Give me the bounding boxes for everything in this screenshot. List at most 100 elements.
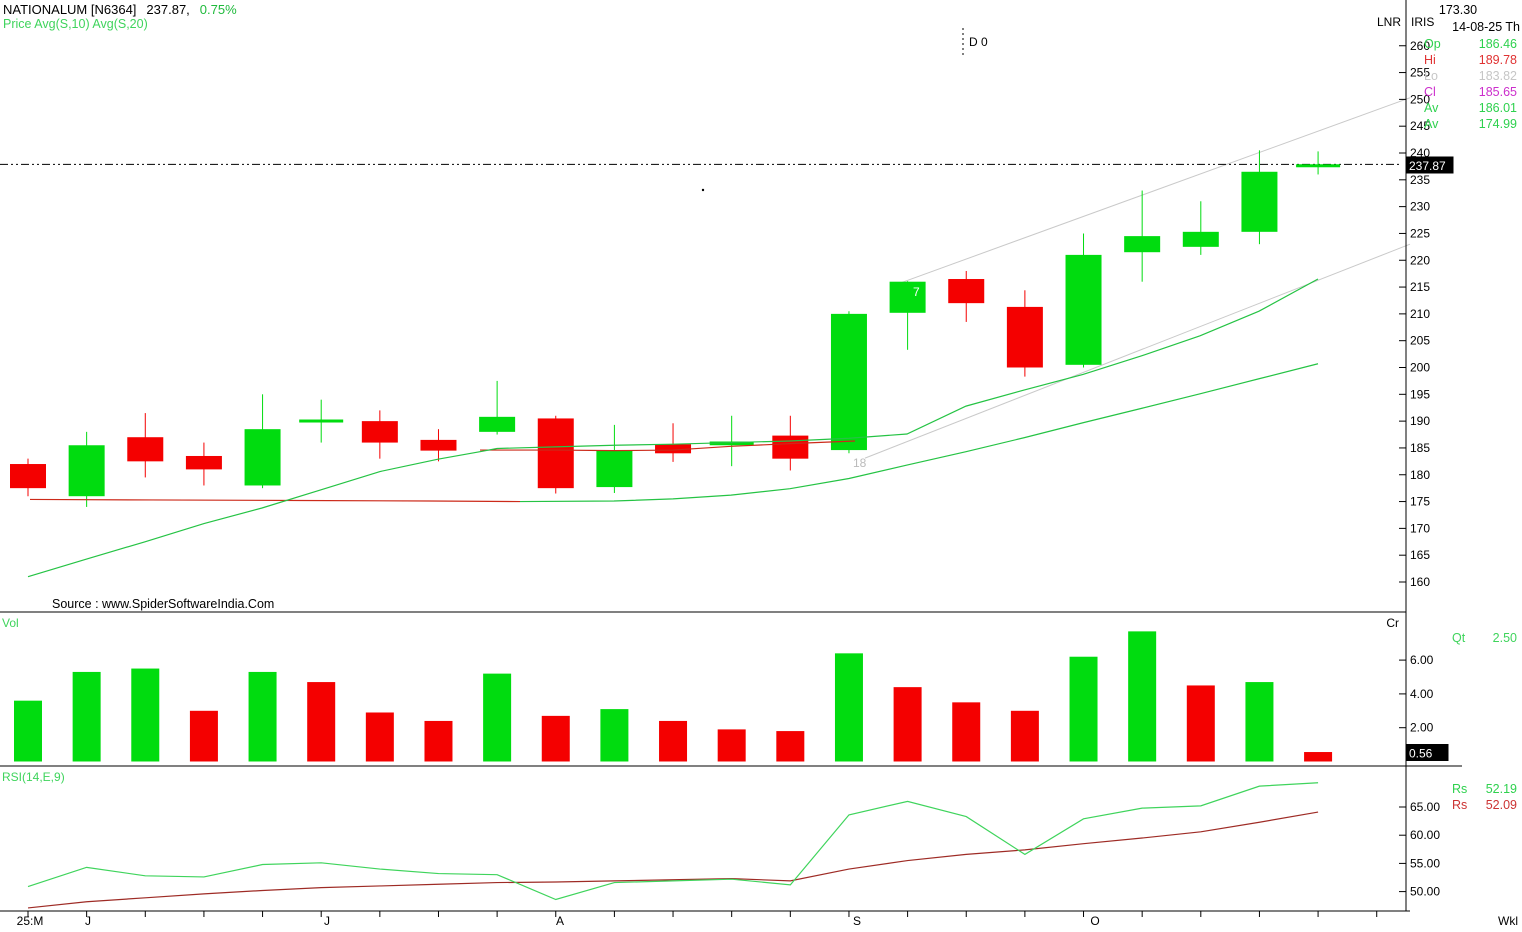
cursor-date: 14-08-25 Th	[1452, 20, 1520, 34]
candle-body	[1241, 171, 1278, 232]
qty-value: 2.50	[1492, 631, 1517, 645]
volume-bar	[1069, 656, 1098, 762]
periodicity-label: Wkl	[1498, 914, 1518, 928]
indicator-legend: Price Avg(S,10) Avg(S,20)	[3, 17, 148, 31]
ma10-line	[27, 278, 1319, 578]
rsi-signal-value: 52.09	[1485, 798, 1517, 812]
volume-bar	[1304, 752, 1333, 762]
info-row-avg20: Av 174.99	[1406, 117, 1520, 133]
candle-body	[772, 435, 809, 459]
price-tick-label: 160	[1410, 575, 1430, 589]
rsi-tick-label: 65.00	[1410, 800, 1440, 814]
price-tick-label: 200	[1410, 361, 1430, 375]
x-axis-month-label: J	[324, 914, 330, 928]
volume-bar	[14, 700, 42, 762]
volume-bar	[717, 729, 746, 762]
volume-pane-label: Vol	[2, 616, 19, 630]
qty-row: Qt 2.50	[1406, 631, 1520, 647]
last-price-axis-box	[1406, 156, 1454, 174]
candle-body	[948, 279, 985, 304]
rsi-pane-label: RSI(14,E,9)	[2, 770, 65, 784]
avg10-value: 186.01	[1478, 101, 1517, 115]
rsi-line	[27, 782, 1319, 901]
candle-body	[1006, 306, 1043, 368]
avg20-value: 174.99	[1478, 117, 1517, 131]
candle-body	[830, 313, 867, 451]
volume-bar	[1128, 631, 1157, 762]
open-value: 186.46	[1478, 37, 1517, 51]
scale-mode-label: IRIS	[1411, 15, 1434, 29]
candle-body	[479, 416, 516, 432]
trendline-upper	[894, 97, 1411, 286]
x-axis-month-label: A	[556, 914, 564, 928]
high-label: Hi	[1424, 53, 1436, 67]
price-tick-label: 165	[1410, 548, 1430, 562]
cursor-price: 173.30	[1438, 3, 1478, 17]
volume-bar	[952, 702, 981, 762]
low-value: 183.82	[1478, 69, 1517, 83]
crosshair-days-label: D 0	[969, 35, 988, 49]
candle-body	[68, 445, 105, 497]
rsi-signal-label: Rs	[1452, 798, 1468, 812]
rsi-row-signal: Rs 52.09	[1406, 798, 1520, 814]
header: NATIONALUM [N6364] 237.87, 0.75%	[3, 2, 237, 17]
info-row-avg10: Av 186.01	[1406, 101, 1520, 117]
ma20-line-falling	[29, 498, 521, 503]
high-value: 189.78	[1478, 53, 1517, 67]
week-count-label: 18	[853, 456, 867, 470]
qty-label: Qt	[1452, 631, 1466, 645]
volume-bar	[365, 712, 394, 762]
volume-tick-label: 6.00	[1410, 653, 1434, 667]
volume-bar	[1010, 710, 1039, 762]
price-tick-label: 215	[1410, 280, 1430, 294]
volume-bar	[541, 715, 570, 762]
price-tick-label: 210	[1410, 307, 1430, 321]
volume-bar	[72, 671, 101, 762]
candle-body	[1182, 231, 1219, 247]
change-percent: 0.75%	[199, 2, 237, 17]
avg20-label: Av	[1424, 117, 1439, 131]
low-label: Lo	[1424, 69, 1438, 83]
symbol-title: NATIONALUM [N6364]	[3, 2, 137, 17]
volume-unit-label: Cr	[1386, 616, 1399, 630]
rsi-tick-label: 50.00	[1410, 885, 1440, 899]
volume-bar	[189, 710, 218, 762]
price-tick-label: 195	[1410, 387, 1430, 401]
candle-body	[1065, 254, 1102, 365]
info-row-close: Cl 185.65	[1406, 85, 1520, 101]
candle-body	[709, 441, 754, 446]
volume-bar	[131, 668, 160, 762]
x-axis-month-label: S	[853, 914, 861, 928]
volume-bar	[659, 720, 688, 762]
volume-bar	[1245, 682, 1274, 762]
price-tick-label: 180	[1410, 468, 1430, 482]
candle-body	[185, 455, 222, 470]
regression-mode-label: LNR	[1377, 15, 1401, 29]
candle-body	[10, 464, 46, 489]
avg10-label: Av	[1424, 101, 1439, 115]
volume-bar	[483, 673, 512, 762]
ma20-line	[519, 363, 1319, 503]
price-tick-label: 255	[1410, 66, 1430, 80]
candle-body	[1124, 236, 1161, 253]
stray-dot	[701, 188, 705, 192]
volume-bar	[424, 720, 453, 762]
volume-tick-label: 2.00	[1410, 721, 1434, 735]
trendline-lower	[864, 243, 1411, 459]
candle-body	[299, 419, 344, 423]
x-axis-month-label: O	[1090, 914, 1099, 928]
candle-body	[655, 444, 692, 454]
x-axis-month-label: J	[85, 914, 91, 928]
volume-bar	[248, 671, 277, 762]
info-row-low: Lo 183.82	[1406, 69, 1520, 85]
last-volume-axis-box	[1406, 744, 1449, 761]
source-note: Source : www.SpiderSoftwareIndia.Com	[52, 597, 274, 611]
volume-bar	[600, 709, 629, 762]
price-tick-label: 205	[1410, 334, 1430, 348]
close-label: Cl	[1424, 85, 1436, 99]
price-tick-label: 230	[1410, 200, 1430, 214]
candle-body	[889, 281, 926, 313]
bar-count-label: 7	[913, 285, 920, 299]
